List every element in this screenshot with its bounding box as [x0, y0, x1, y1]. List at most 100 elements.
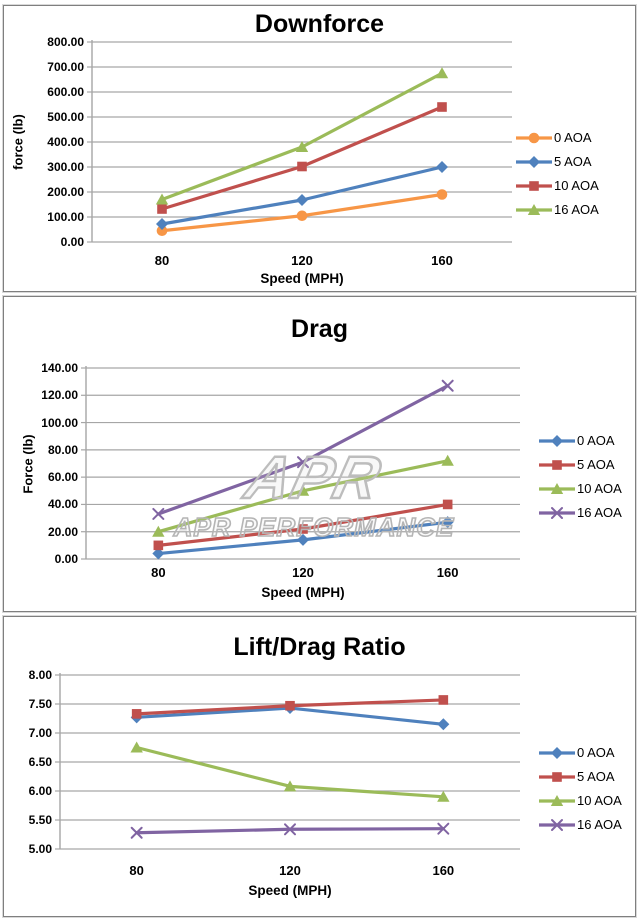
circle-marker: [296, 210, 308, 222]
y-tick-label: 140.00: [41, 361, 78, 375]
series-line-10-aoa: [160, 105, 444, 211]
triangle-marker: [283, 780, 297, 792]
x-axis-title: Speed (MPH): [260, 271, 344, 286]
diamond-marker: [441, 516, 454, 529]
legend: 0 AOA 5 AOA 10 AOA 16 AOA: [515, 131, 599, 217]
drag-chart-panel: Drag Force (lb) APR APR PERFORMANCE Spee…: [3, 296, 636, 612]
y-tick-label: 6.50: [28, 755, 52, 769]
x-marker: [284, 823, 296, 836]
diamond-marker: [152, 547, 165, 560]
square-marker: [298, 524, 308, 534]
chart-title: Lift/Drag Ratio: [233, 633, 406, 661]
y-tick-label: 600.00: [47, 85, 84, 99]
x-axis-title: Speed (MPH): [261, 585, 345, 600]
x-tick-label: 120: [291, 253, 313, 268]
legend-label: 0 AOA: [554, 130, 592, 145]
y-tick-label: 80.00: [47, 442, 78, 457]
legend-key-diamond-icon: [539, 747, 575, 759]
x-marker: [441, 379, 454, 392]
y-tick-label: 0.00: [60, 235, 84, 249]
triangle-marker: [437, 790, 450, 802]
square-marker: [157, 204, 167, 214]
plot-area: [55, 673, 520, 850]
triangle-marker: [155, 193, 169, 205]
x-tick-label: 80: [151, 565, 166, 580]
triangle-marker: [435, 67, 449, 79]
x-tick-label: 120: [279, 863, 301, 878]
legend-label: 5 AOA: [577, 457, 615, 472]
legend-label: 16 AOA: [577, 817, 622, 832]
legend-key-triangle-icon: [516, 204, 552, 215]
triangle-marker: [130, 741, 143, 753]
x-marker: [437, 822, 450, 835]
lift-drag-ratio-chart-panel: Lift/Drag Ratio Speed (MPH) 0 AOA 5 AOA 10…: [3, 616, 636, 917]
legend-key-circle-icon: [516, 132, 552, 144]
y-tick-label: 40.00: [47, 497, 78, 512]
chart-title: Drag: [291, 315, 348, 343]
legend-item-5-aoa: 5 AOA: [538, 458, 622, 472]
y-tick-label: 120.00: [41, 388, 78, 403]
triangle-marker: [527, 204, 541, 215]
legend-item-0-aoa: 0 AOA: [515, 131, 599, 145]
legend-label: 5 AOA: [554, 154, 592, 169]
legend-item-5-aoa: 5 AOA: [538, 770, 622, 784]
triangle-marker: [296, 484, 310, 496]
legend-label: 0 AOA: [577, 745, 615, 760]
diamond-marker: [437, 718, 450, 731]
legend-item-16-aoa: 16 AOA: [515, 203, 599, 217]
y-tick-label: 7.00: [28, 726, 52, 740]
x-tick-label: 80: [129, 863, 144, 878]
y-tick-label: 5.50: [28, 813, 52, 827]
y-tick-label: 5.00: [28, 842, 52, 856]
x-tick-label: 80: [154, 253, 170, 268]
triangle-marker: [152, 525, 165, 537]
legend-item-0-aoa: 0 AOA: [538, 746, 622, 760]
legend-key-square-icon: [539, 460, 575, 470]
legend-key-diamond-icon: [539, 435, 575, 447]
square-marker: [153, 540, 164, 551]
y-tick-label: 0.00: [54, 552, 78, 566]
circle-marker: [528, 132, 540, 144]
x-tick-label: 120: [292, 565, 314, 580]
legend-label: 5 AOA: [577, 769, 615, 784]
y-tick-label: 8.00: [28, 668, 52, 682]
diamond-marker: [551, 435, 563, 447]
y-tick-label: 100.00: [47, 210, 84, 224]
square-marker: [438, 695, 449, 705]
x-marker: [152, 507, 165, 520]
legend-item-10-aoa: 10 AOA: [538, 794, 622, 808]
y-tick-label: 6.00: [28, 784, 52, 798]
y-tick-label: 100.00: [41, 415, 78, 430]
circle-marker: [436, 189, 448, 200]
x-tick-label: 160: [436, 565, 459, 580]
legend-key-triangle-icon: [539, 483, 575, 494]
legend-item-10-aoa: 10 AOA: [538, 482, 622, 496]
chart-title: Downforce: [254, 10, 385, 38]
legend-label: 16 AOA: [577, 505, 622, 520]
diamond-marker: [436, 161, 448, 173]
y-tick-label: 400.00: [47, 135, 84, 149]
y-tick-label: 60.00: [47, 470, 78, 485]
plot-area: [87, 40, 512, 243]
y-tick-label: 800.00: [47, 35, 84, 49]
triangle-marker: [441, 454, 454, 466]
diamond-marker: [528, 156, 540, 168]
triangle-marker: [295, 141, 309, 152]
x-marker: [551, 819, 563, 831]
downforce-chart-panel: Downforce force (lb) Speed (MPH) 0 AOA 5 …: [3, 5, 636, 292]
legend-label: 10 AOA: [577, 793, 622, 808]
y-tick-label: 500.00: [47, 110, 84, 124]
legend-item-16-aoa: 16 AOA: [538, 818, 622, 832]
legend-item-16-aoa: 16 AOA: [538, 506, 622, 520]
diamond-marker: [156, 218, 168, 230]
y-tick-label: 200.00: [47, 185, 84, 199]
legend-label: 0 AOA: [577, 433, 615, 448]
x-tick-label: 160: [431, 253, 453, 268]
legend: 0 AOA 5 AOA 10 AOA 16 AOA: [538, 746, 622, 832]
legend-key-square-icon: [539, 772, 575, 782]
circle-marker: [156, 225, 168, 237]
diamond-marker: [296, 194, 308, 206]
square-marker: [442, 499, 453, 510]
legend-label: 10 AOA: [577, 481, 622, 496]
square-marker: [552, 772, 562, 782]
